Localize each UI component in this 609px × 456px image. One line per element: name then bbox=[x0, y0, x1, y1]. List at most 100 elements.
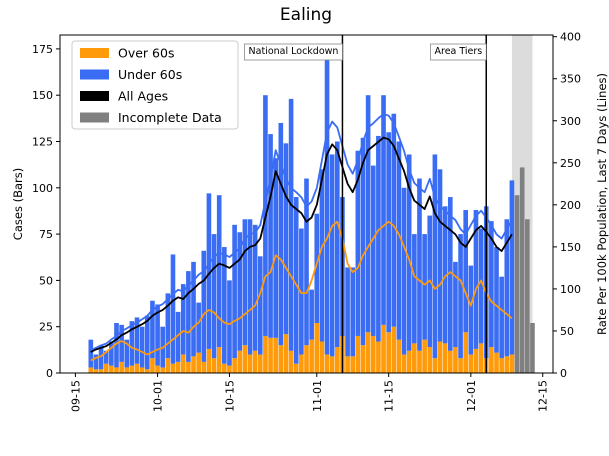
bar bbox=[263, 335, 268, 373]
x-tick-label: 09-15 bbox=[69, 380, 82, 412]
rate-line bbox=[90, 113, 513, 352]
bar bbox=[360, 345, 366, 373]
bar bbox=[463, 332, 469, 373]
incomplete-bar bbox=[525, 219, 530, 373]
bar bbox=[150, 358, 155, 373]
bar bbox=[376, 341, 381, 373]
bar bbox=[427, 347, 433, 373]
bar bbox=[119, 324, 124, 362]
bar bbox=[88, 339, 94, 368]
bar bbox=[314, 213, 320, 323]
y2-tick-label: 200 bbox=[560, 199, 581, 212]
bar bbox=[283, 334, 289, 373]
legend-label: Over 60s bbox=[118, 46, 174, 61]
y2-tick-label: 150 bbox=[560, 241, 581, 254]
bar bbox=[180, 284, 186, 355]
bar bbox=[242, 345, 248, 373]
bar bbox=[463, 210, 469, 333]
bar bbox=[478, 343, 484, 373]
bar bbox=[422, 234, 427, 340]
x-tick-label: 11-15 bbox=[383, 380, 396, 412]
bar bbox=[442, 343, 448, 373]
bar bbox=[222, 247, 227, 364]
bar bbox=[191, 261, 196, 357]
bar bbox=[494, 247, 499, 353]
bar bbox=[417, 350, 422, 373]
incomplete-bar bbox=[519, 167, 525, 373]
bar bbox=[324, 54, 330, 355]
bar bbox=[335, 347, 340, 373]
x-tick-label: 10-15 bbox=[223, 380, 236, 412]
bar bbox=[504, 356, 510, 373]
x-tick-label: 10-01 bbox=[152, 380, 165, 412]
bar bbox=[98, 369, 104, 373]
bar bbox=[437, 341, 443, 373]
bar bbox=[360, 137, 366, 346]
bar bbox=[237, 350, 243, 373]
bar bbox=[355, 150, 361, 336]
y-tick-label: 50 bbox=[39, 274, 53, 287]
bar bbox=[257, 354, 263, 373]
bar bbox=[232, 358, 237, 373]
bar bbox=[299, 354, 304, 373]
bar bbox=[329, 356, 335, 373]
bar bbox=[335, 141, 340, 348]
bar bbox=[458, 358, 463, 373]
bar bbox=[155, 365, 160, 373]
bar bbox=[175, 311, 181, 362]
y-tick-label: 0 bbox=[46, 367, 53, 380]
bar bbox=[329, 154, 335, 357]
bar bbox=[124, 339, 130, 368]
bar bbox=[222, 363, 227, 373]
bar bbox=[319, 341, 325, 373]
annotation-label: National Lockdown bbox=[249, 46, 339, 57]
bar bbox=[109, 365, 114, 373]
legend-label: Incomplete Data bbox=[118, 110, 222, 125]
bar bbox=[370, 165, 376, 336]
bar bbox=[216, 347, 222, 373]
x-tick-label: 12-15 bbox=[537, 380, 550, 412]
bar bbox=[206, 193, 212, 349]
bar bbox=[473, 348, 479, 373]
bar bbox=[468, 354, 474, 373]
bar bbox=[489, 221, 494, 348]
bar bbox=[273, 337, 278, 373]
bar bbox=[370, 335, 376, 373]
bar bbox=[350, 267, 356, 357]
legend-swatch bbox=[80, 91, 109, 101]
bar bbox=[170, 254, 176, 364]
bar bbox=[165, 358, 171, 373]
bar bbox=[227, 280, 232, 366]
bar bbox=[509, 354, 515, 373]
bar bbox=[386, 332, 391, 373]
bar bbox=[165, 293, 171, 359]
bar bbox=[355, 335, 361, 373]
bar bbox=[314, 322, 320, 373]
bar bbox=[422, 339, 427, 373]
legend-label: Under 60s bbox=[118, 67, 182, 82]
y2-tick-label: 400 bbox=[560, 31, 581, 44]
bar bbox=[191, 356, 196, 373]
bar bbox=[252, 350, 258, 373]
y2-tick-label: 300 bbox=[560, 115, 581, 128]
bar bbox=[216, 195, 222, 348]
y2-axis-label: Rate Per 100k Population, Last 7 Days (L… bbox=[595, 73, 609, 335]
bar bbox=[365, 332, 371, 373]
chart-title: Ealing bbox=[280, 5, 332, 25]
bar bbox=[211, 358, 217, 373]
rate-line bbox=[90, 220, 513, 362]
bar bbox=[324, 354, 330, 373]
bar bbox=[257, 256, 263, 355]
bar bbox=[247, 219, 253, 355]
x-tick-label: 12-01 bbox=[465, 380, 478, 412]
bar bbox=[406, 154, 412, 351]
bar bbox=[227, 365, 232, 373]
y2-tick-label: 50 bbox=[560, 325, 574, 338]
y-tick-label: 25 bbox=[39, 321, 53, 334]
bar bbox=[160, 367, 166, 373]
bar bbox=[93, 354, 99, 370]
bar bbox=[273, 158, 278, 338]
bar bbox=[489, 347, 494, 373]
bar bbox=[432, 154, 438, 359]
bar bbox=[196, 302, 201, 353]
